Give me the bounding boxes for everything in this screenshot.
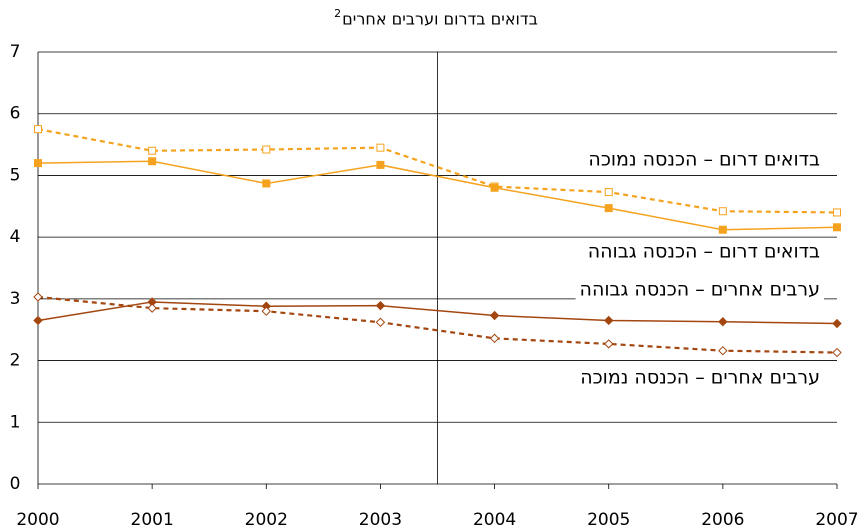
y-tick-label: 6 [10, 104, 21, 124]
marker [718, 225, 727, 234]
series-line [37, 301, 838, 325]
y-tick-label: 0 [10, 474, 21, 494]
y-tick-label: 2 [10, 351, 21, 371]
series-label: בדואים דרום – הכנסה גבוהה [588, 241, 820, 263]
label-bg [576, 366, 824, 389]
marker [376, 143, 385, 152]
x-tick-label: 2004 [473, 510, 516, 530]
marker [833, 208, 841, 217]
marker [604, 339, 614, 349]
marker [604, 188, 613, 197]
x-tick-label: 2005 [587, 510, 630, 530]
marker [148, 157, 157, 166]
marker [375, 300, 386, 311]
series-label: בדואים דרום – הכנסה נמוכה [588, 149, 820, 171]
marker [718, 316, 728, 327]
marker [604, 315, 614, 326]
marker [148, 146, 157, 155]
y-tick-label: 1 [10, 412, 21, 432]
x-tick-label: 2000 [16, 510, 59, 530]
x-tick-label: 2001 [131, 510, 174, 530]
marker [718, 345, 728, 356]
series-line [37, 128, 838, 214]
series-line [37, 295, 838, 354]
marker [33, 292, 43, 302]
x-tick-label: 2003 [359, 510, 402, 530]
marker [261, 306, 271, 316]
chart-title: בדואים בדרום וערבים אחרים [342, 10, 538, 29]
marker [34, 159, 42, 168]
marker [718, 207, 727, 216]
x-tick-label: 2002 [245, 510, 288, 530]
series-label: ערבים אחרים – הכנסה נמוכה [580, 367, 820, 389]
marker [489, 333, 500, 344]
marker [833, 223, 841, 232]
marker [376, 160, 385, 169]
y-tick-label: 4 [10, 227, 21, 247]
title-superscript: 2 [334, 7, 341, 20]
marker [604, 204, 613, 213]
label-bg [583, 240, 825, 263]
y-tick-label: 3 [10, 289, 21, 309]
marker [489, 310, 500, 321]
marker [832, 318, 842, 329]
series-line [37, 160, 838, 231]
y-tick-label: 7 [10, 42, 21, 62]
x-tick-label: 2006 [701, 510, 744, 530]
label-bg [575, 278, 824, 301]
marker [832, 347, 842, 358]
marker [147, 303, 157, 313]
marker [33, 315, 43, 326]
marker [262, 179, 271, 188]
marker [34, 125, 42, 134]
marker [375, 317, 386, 328]
marker [490, 183, 499, 192]
y-tick-label: 5 [10, 165, 21, 185]
label-bg [584, 148, 825, 171]
x-tick-label: 2007 [815, 510, 858, 530]
series-label: ערבים אחרים – הכנסה גבוהה [580, 279, 820, 301]
marker [262, 145, 271, 154]
